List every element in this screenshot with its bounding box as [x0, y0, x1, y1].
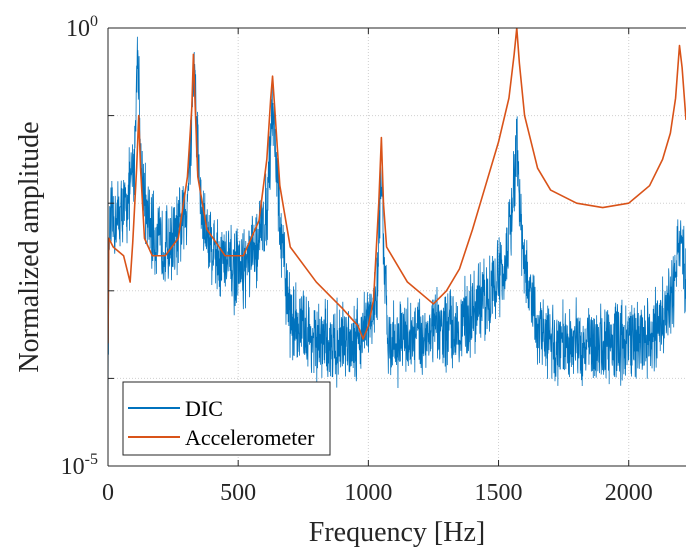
- legend: DIC Accelerometer: [122, 381, 331, 456]
- legend-label-dic: DIC: [185, 396, 223, 421]
- axes-frame: [107, 27, 686, 467]
- x-tick-labels: 0 500 1000 1500 2000: [102, 480, 653, 506]
- legend-label-accelerometer: Accelerometer: [185, 425, 315, 450]
- series-line-dic: [108, 36, 686, 431]
- y-tick-label: 100: [66, 13, 98, 42]
- x-tick-label: 2000: [605, 480, 653, 506]
- x-tick-label: 1500: [475, 480, 523, 506]
- y-tick-label: 10-5: [61, 451, 98, 480]
- y-tick-labels: 100 10-5: [61, 13, 98, 480]
- series-line-accelerometer: [108, 28, 686, 344]
- x-tick-label: 0: [102, 480, 114, 506]
- legend-box: [122, 381, 331, 456]
- x-axis-label: Frequency [Hz]: [309, 517, 485, 548]
- y-axis-label: Normalized amplitude: [14, 121, 45, 372]
- x-tick-label: 1000: [344, 480, 392, 506]
- x-tick-label: 500: [220, 480, 256, 506]
- plot-area: [108, 28, 686, 431]
